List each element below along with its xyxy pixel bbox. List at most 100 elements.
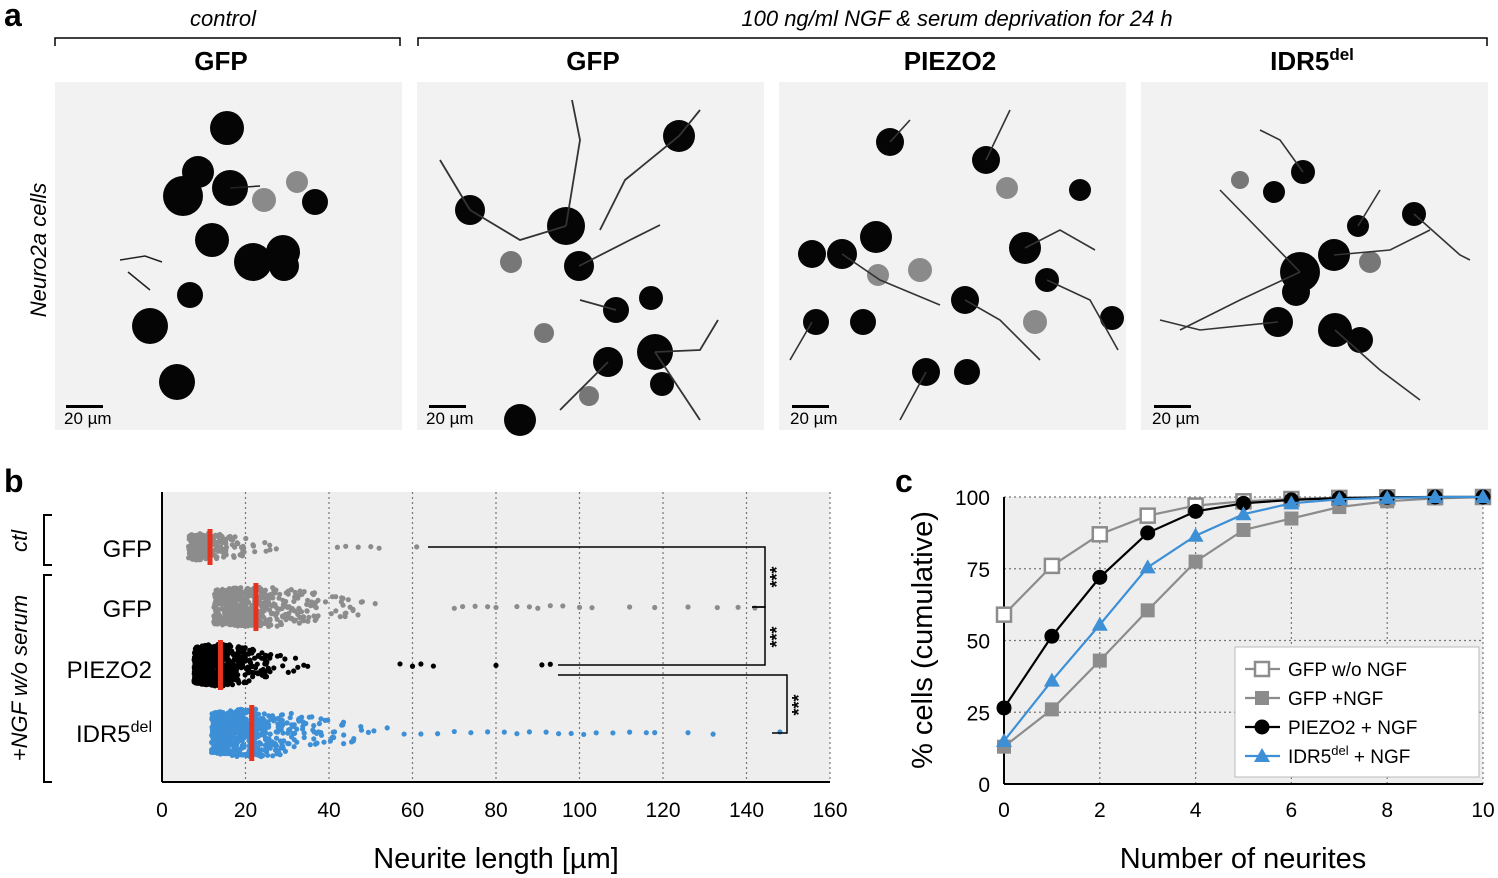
- outlier-point: [539, 662, 545, 668]
- outlier-point: [593, 730, 599, 736]
- data-point: [219, 546, 225, 552]
- data-point: [238, 588, 244, 594]
- series-marker: [1139, 559, 1156, 574]
- sig-label-2: ***: [767, 626, 787, 647]
- data-point: [238, 713, 244, 719]
- data-point: [301, 662, 307, 668]
- outlier-point: [752, 605, 758, 611]
- data-point: [225, 681, 231, 688]
- data-point: [242, 679, 248, 685]
- series-marker: [1236, 495, 1251, 511]
- data-point: [283, 590, 289, 596]
- series-marker: [1092, 653, 1107, 668]
- data-point: [278, 712, 284, 718]
- series-marker: [995, 606, 1013, 623]
- outlier-point: [652, 730, 658, 736]
- series-marker: [1188, 503, 1204, 519]
- ctl-bracket: [43, 514, 52, 566]
- outlier-point: [627, 604, 633, 610]
- data-point: [331, 734, 337, 741]
- data-point: [249, 607, 255, 613]
- data-point: [194, 668, 200, 674]
- data-point: [223, 620, 229, 626]
- data-point: [228, 727, 234, 733]
- data-point: [274, 610, 280, 616]
- data-point: [254, 752, 260, 758]
- row-label-piezo2: PIEZO2: [67, 657, 152, 684]
- data-point: [267, 542, 273, 548]
- data-point: [235, 707, 241, 713]
- outlier-point: [485, 604, 491, 610]
- data-point: [230, 660, 236, 666]
- data-point: [206, 673, 212, 679]
- data-point: [297, 607, 303, 613]
- data-point: [384, 725, 390, 731]
- data-point: [253, 730, 259, 736]
- data-point: [263, 548, 269, 554]
- data-point: [261, 592, 267, 598]
- data-point: [192, 676, 198, 682]
- data-point: [264, 602, 271, 609]
- plot-c-ylabel: % cells (cumulative): [907, 511, 939, 769]
- data-point: [193, 550, 199, 557]
- data-point: [229, 711, 235, 717]
- data-point: [277, 738, 284, 744]
- data-point: [242, 613, 248, 619]
- data-point: [305, 663, 311, 669]
- data-point: [232, 597, 238, 604]
- data-point: [203, 661, 209, 667]
- panel-a-letter: a: [4, 0, 22, 33]
- data-point: [278, 722, 284, 729]
- legend-label-2: GFP +NGF: [1288, 689, 1383, 710]
- data-point: [211, 613, 217, 619]
- data-point: [355, 612, 361, 618]
- data-point: [267, 731, 273, 737]
- data-point: [333, 608, 339, 614]
- data-point: [282, 656, 288, 662]
- outlier-point: [514, 731, 520, 737]
- data-point: [212, 601, 218, 607]
- data-point: [329, 594, 335, 600]
- data-point: [203, 682, 209, 688]
- data-point: [295, 664, 301, 670]
- legend-label-4: IDR5del + NGF: [1288, 743, 1410, 768]
- data-point: [229, 682, 236, 688]
- legend-label-4-main: IDR5: [1288, 747, 1331, 768]
- data-point: [246, 587, 252, 593]
- outlier-point: [430, 663, 436, 669]
- plot-c-xtick-label: 2: [1094, 799, 1106, 822]
- panel-c-letter: c: [895, 463, 913, 499]
- data-point: [267, 669, 273, 675]
- outlier-point: [343, 543, 349, 549]
- legend-label-3: PIEZO2 + NGF: [1288, 718, 1417, 739]
- swarm-piezo2-ngf: [191, 641, 553, 689]
- data-point: [220, 589, 226, 595]
- data-point: [228, 720, 234, 726]
- data-point: [245, 664, 251, 670]
- outlier-point: [543, 729, 549, 735]
- data-point: [292, 608, 298, 614]
- data-point: [305, 597, 311, 603]
- data-point: [223, 750, 229, 757]
- data-point: [267, 745, 273, 751]
- data-point: [266, 713, 272, 719]
- series-marker: [1427, 489, 1444, 503]
- data-point: [218, 601, 225, 607]
- control-label: control: [190, 6, 257, 31]
- data-point: [372, 601, 378, 607]
- data-point: [277, 652, 283, 659]
- data-point: [289, 734, 295, 740]
- legend-marker: [1254, 719, 1270, 735]
- outlier-point: [643, 730, 649, 736]
- series-marker: [1331, 491, 1348, 506]
- data-point: [278, 619, 284, 625]
- outlier-point: [547, 661, 553, 667]
- data-point: [221, 647, 227, 653]
- plot-c-ytick-label: 0: [978, 774, 990, 797]
- data-point: [256, 740, 262, 746]
- outlier-point: [418, 661, 424, 667]
- micrograph-title-3: PIEZO2: [904, 46, 996, 76]
- data-point: [300, 618, 306, 624]
- data-point: [343, 610, 349, 616]
- data-point: [291, 618, 297, 624]
